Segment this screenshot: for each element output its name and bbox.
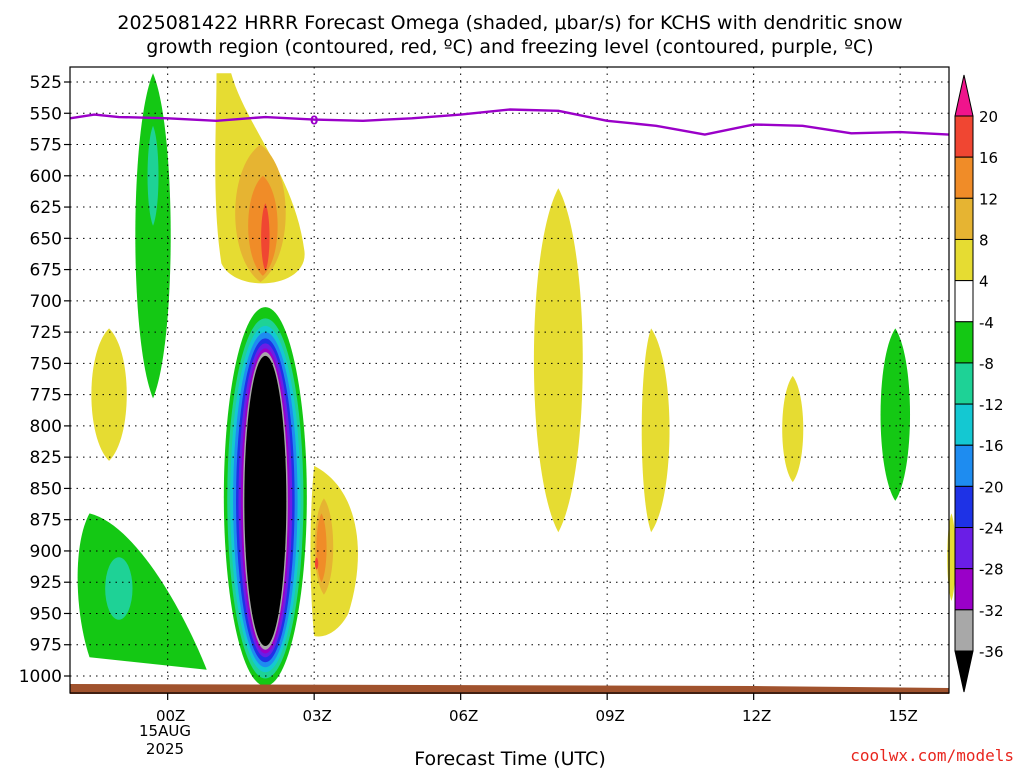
plot-area: 0: [69, 66, 956, 694]
y-tick-label: 525: [30, 73, 62, 93]
plot-background: [70, 67, 949, 693]
colorbar-box: [954, 444, 974, 487]
colorbar-box: [954, 321, 974, 364]
y-tick-label: 800: [30, 417, 62, 437]
y-tick-label: 775: [30, 386, 62, 406]
freezing-level-contour-label: 0: [310, 114, 318, 128]
colorbar-box: [954, 197, 974, 240]
sinking-03z-core: [314, 557, 319, 570]
ascent-low-core-22z: [105, 557, 133, 620]
y-tick-label: 675: [30, 261, 62, 281]
y-tick-label: 975: [30, 636, 62, 656]
colorbar-box: [954, 568, 974, 611]
x-tick-label: 12Z: [742, 707, 771, 725]
colorbar: 20 16 12 8 4 -4 -8 -12 -16 -20 -24 -28 -32 -36: [954, 74, 1004, 693]
freezing-level-line: [69, 108, 950, 136]
y-tick-label: 725: [30, 323, 62, 343]
ascent-15z: [880, 328, 911, 501]
sinking-08z: [533, 188, 583, 533]
x-date-line-1: 15AUG: [139, 722, 191, 740]
y-tick-label: 575: [30, 136, 62, 156]
x-tick-label: 03Z: [302, 707, 331, 725]
source-watermark: coolwx.com/models: [850, 746, 1014, 765]
colorbar-box: [954, 115, 974, 158]
colorbar-top-arrow: [954, 74, 974, 117]
y-tick-label: 650: [30, 229, 62, 249]
ascent-low-22z: [77, 513, 207, 670]
colorbar-label: -16: [979, 437, 1004, 455]
omega-shading: [77, 73, 956, 687]
colorbar-box: [954, 609, 974, 652]
colorbar-box: [954, 280, 974, 323]
y-tick-label: 950: [30, 604, 62, 624]
dotted-gridlines: [70, 67, 949, 693]
colorbar-label: -8: [979, 355, 994, 373]
y-tick-label: 1000: [19, 667, 62, 687]
colorbar-label: -32: [979, 602, 1004, 620]
x-axis-label: Forecast Time (UTC): [414, 748, 605, 768]
colorbar-label: 20: [979, 108, 998, 126]
chart-title-line-1: 2025081422 HRRR Forecast Omega (shaded, …: [117, 12, 902, 34]
ground-strip: [70, 684, 949, 694]
colorbar-label: 16: [979, 149, 998, 167]
y-tick-label: 925: [30, 573, 62, 593]
sinking-03z-inner: [316, 513, 327, 583]
descent-core: [244, 355, 287, 646]
freezing-level-contour: 0: [69, 108, 950, 136]
sinking-13z: [782, 375, 804, 483]
sinking-10z: [641, 328, 670, 533]
y-tick-label: 825: [30, 448, 62, 468]
x-date-line-2: 2025: [146, 740, 184, 758]
colorbar-label: -24: [979, 520, 1004, 538]
y-tick-label: 550: [30, 104, 62, 124]
y-tick-label: 700: [30, 292, 62, 312]
y-tick-label: 600: [30, 167, 62, 187]
colorbar-box: [954, 485, 974, 529]
y-tick-label: 850: [30, 479, 62, 499]
ascent-band-00z: [135, 73, 171, 399]
colorbar-label: -4: [979, 314, 994, 332]
x-tick-label: 06Z: [449, 707, 478, 725]
colorbar-label: 12: [979, 190, 998, 208]
plot-frame: [69, 66, 950, 694]
x-axis-ticks: 00Z 03Z 06Z 09Z 12Z 15Z: [156, 693, 918, 725]
colorbar-label: 4: [979, 273, 989, 291]
y-tick-label: 625: [30, 198, 62, 218]
colorbar-label: 8: [979, 231, 989, 249]
y-tick-label: 900: [30, 542, 62, 562]
colorbar-label: -20: [979, 478, 1004, 496]
y-tick-label: 750: [30, 354, 62, 374]
y-axis-ticks: 525 550 575 600 625 650 675 700 725 750 775 800 825 8…: [19, 73, 70, 687]
ground-strip-fill: [70, 684, 949, 694]
colorbar-bottom-arrow: [954, 650, 974, 693]
colorbar-label: -36: [979, 643, 1004, 661]
sinking-02z-core: [261, 203, 270, 271]
ascent-core-00z: [147, 125, 159, 226]
x-tick-label: 15Z: [888, 707, 917, 725]
colorbar-box: [954, 362, 974, 405]
colorbar-box: [954, 238, 974, 282]
x-tick-label: 00Z: [156, 707, 185, 725]
x-tick-label: 09Z: [595, 707, 624, 725]
colorbar-label: -28: [979, 561, 1004, 579]
chart-title-line-2: growth region (contoured, red, ºC) and f…: [146, 36, 873, 58]
y-tick-label: 875: [30, 511, 62, 531]
colorbar-label: -12: [979, 396, 1004, 414]
colorbar-box: [954, 527, 974, 570]
colorbar-box: [954, 403, 974, 446]
colorbar-box: [954, 156, 974, 199]
